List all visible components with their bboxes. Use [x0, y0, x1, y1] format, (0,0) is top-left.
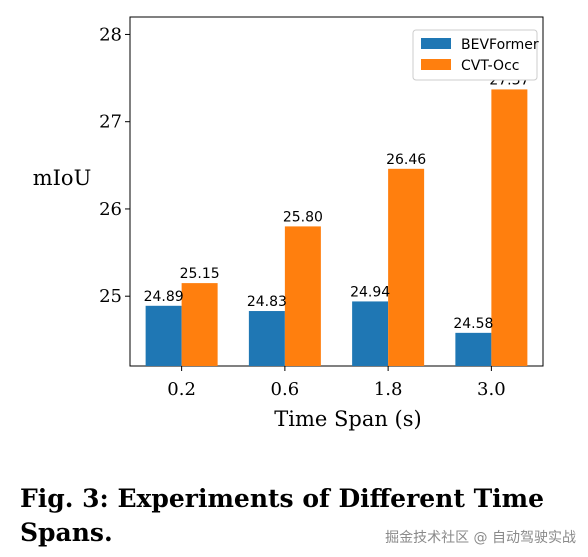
y-tick-label: 27 [99, 112, 122, 133]
x-tick-label: 0.6 [271, 379, 300, 400]
legend: BEVFormer CVT-Occ [412, 29, 539, 81]
y-tick-label: 26 [99, 199, 122, 220]
figure-caption: Fig. 3: Experiments of Different Time Sp… [20, 484, 545, 547]
data-label: 24.58 [453, 316, 493, 332]
y-tick-label: 28 [99, 24, 122, 45]
bar-bevformer-0.2 [145, 305, 182, 366]
data-label: 24.94 [350, 284, 390, 300]
plot-area [129, 16, 544, 367]
bar-cvt-occ-3.0 [491, 89, 528, 366]
bar-bevformer-1.8 [352, 301, 389, 366]
x-tick-label: 0.2 [167, 379, 196, 400]
bar-chart: 24.8925.1524.8325.8024.9426.4624.5827.37… [33, 16, 544, 431]
bar-cvt-occ-0.6 [284, 226, 321, 366]
bar-cvt-occ-0.2 [181, 283, 218, 366]
x-tick-label: 1.8 [374, 379, 403, 400]
bar-bevformer-0.6 [248, 311, 285, 366]
bar-bevformer-3.0 [455, 332, 492, 366]
data-label: 24.89 [144, 289, 184, 305]
x-tick-label: 3.0 [477, 379, 506, 400]
x-axis-label: Time Span (s) [274, 407, 421, 431]
data-label: 25.15 [180, 266, 220, 282]
bar-cvt-occ-1.8 [388, 168, 425, 366]
data-label: 26.46 [386, 152, 426, 168]
legend-entry: BEVFormer [461, 37, 539, 53]
y-axis-label: mIoU [33, 166, 92, 190]
data-label: 25.80 [283, 209, 323, 225]
legend-entry: CVT-Occ [461, 58, 519, 74]
legend-swatch [421, 59, 451, 70]
data-label: 24.83 [247, 294, 287, 310]
y-tick-label: 25 [99, 286, 122, 307]
legend-swatch [421, 38, 451, 49]
watermark: 掘金技术社区 @ 自动驾驶实战 [385, 530, 576, 546]
